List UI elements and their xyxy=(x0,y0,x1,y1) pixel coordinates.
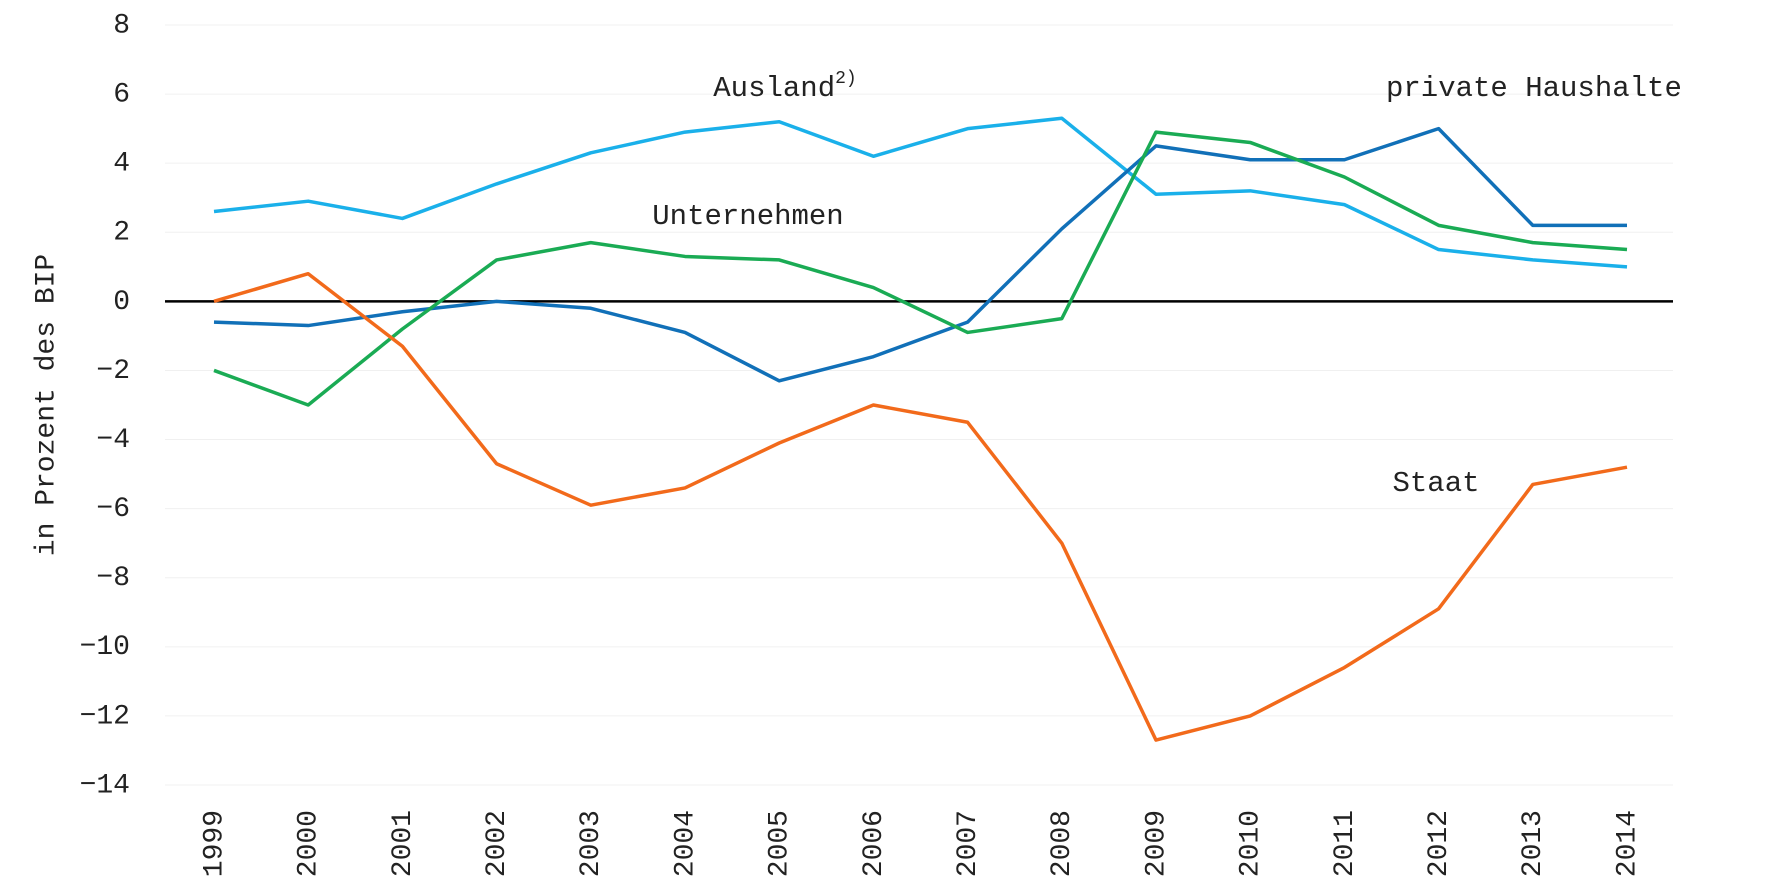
series-line xyxy=(213,271,1628,742)
y-tick-label: 8 xyxy=(113,10,130,41)
series-label: private Haushalte xyxy=(1386,72,1682,105)
y-axis-label: in Prozent des BIP xyxy=(31,254,62,556)
x-tick-label: 2007 xyxy=(953,810,984,877)
y-tick-label: −4 xyxy=(96,425,130,456)
x-tick-label: 2003 xyxy=(576,810,607,877)
x-tick-label: 2002 xyxy=(482,810,513,877)
y-tick-label: −10 xyxy=(80,632,130,663)
x-tick-label: 2001 xyxy=(388,810,419,877)
series-name: Staat xyxy=(1392,467,1479,500)
y-tick-label: −14 xyxy=(80,770,130,801)
x-tick-label: 2000 xyxy=(294,810,325,877)
x-tick-label: 2010 xyxy=(1236,810,1267,877)
series-label: Unternehmen xyxy=(652,200,843,233)
x-tick-label: 1999 xyxy=(199,810,230,877)
series-label: Ausland2) xyxy=(713,69,856,105)
x-tick-label: 2011 xyxy=(1330,810,1361,877)
x-tick-label: 2005 xyxy=(765,810,796,877)
x-tick-label: 2012 xyxy=(1424,810,1455,877)
series-label: Staat xyxy=(1392,467,1479,500)
series-name: Unternehmen xyxy=(652,200,843,233)
series-line xyxy=(213,130,1628,407)
y-tick-label: 0 xyxy=(113,287,130,318)
y-tick-label: −2 xyxy=(96,356,130,387)
y-tick-label: 6 xyxy=(113,79,130,110)
y-tick-label: 2 xyxy=(113,218,130,249)
y-tick-label: 4 xyxy=(113,149,130,180)
x-tick-label: 2006 xyxy=(859,810,890,877)
x-tick-label: 2008 xyxy=(1047,810,1078,877)
series-footnote: 2) xyxy=(835,69,857,89)
x-tick-label: 2004 xyxy=(670,810,701,877)
series-line xyxy=(213,116,1628,269)
x-tick-label: 2014 xyxy=(1612,810,1643,877)
series-name: private Haushalte xyxy=(1386,72,1682,105)
y-tick-label: −8 xyxy=(96,563,130,594)
y-tick-label: −12 xyxy=(80,701,130,732)
x-tick-label: 2009 xyxy=(1141,810,1172,877)
y-tick-label: −6 xyxy=(96,494,130,525)
x-tick-label: 2013 xyxy=(1518,810,1549,877)
series-line xyxy=(213,126,1627,383)
series-name: Ausland xyxy=(713,72,835,105)
